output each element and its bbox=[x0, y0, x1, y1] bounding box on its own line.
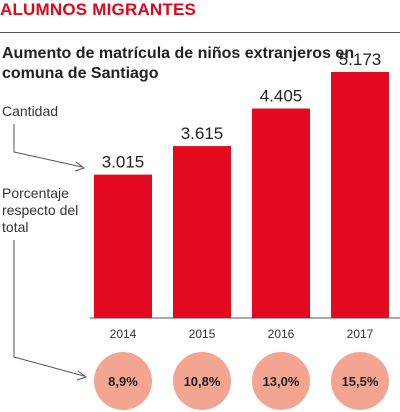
divider bbox=[0, 32, 400, 33]
label-porcentaje: Porcentaje respecto del total bbox=[2, 185, 79, 235]
data-label-2015: 3.615 bbox=[181, 124, 224, 143]
data-label-2016: 4.405 bbox=[260, 87, 303, 106]
percent-circle-2014 bbox=[94, 352, 152, 410]
percent-label-2014: 8,9% bbox=[108, 374, 138, 389]
chart-title: Aumento de matrícula de niños extranjero… bbox=[2, 45, 355, 82]
percent-label-2017: 15,5% bbox=[342, 374, 379, 389]
porcentaje-arrow-icon bbox=[76, 370, 88, 381]
bar-2015 bbox=[173, 146, 231, 318]
cantidad-arrow-icon bbox=[74, 161, 86, 172]
bar-2014 bbox=[94, 174, 152, 318]
tick-label-2014: 2014 bbox=[110, 327, 137, 341]
label-cantidad: Cantidad bbox=[2, 103, 59, 119]
percent-label-2015: 10,8% bbox=[184, 374, 221, 389]
tick-label-2017: 2017 bbox=[347, 327, 374, 341]
section-kicker: ALUMNOS MIGRANTES bbox=[0, 0, 197, 19]
tick-label-2015: 2015 bbox=[189, 327, 216, 341]
data-label-2017: 5.173 bbox=[339, 50, 382, 69]
percent-circle-2015 bbox=[173, 352, 231, 410]
percent-circle-2017 bbox=[331, 352, 389, 410]
porcentaje-connector bbox=[13, 240, 85, 377]
tick-label-2016: 2016 bbox=[268, 327, 295, 341]
percent-label-2016: 13,0% bbox=[263, 374, 300, 389]
percent-circle-2016 bbox=[252, 352, 310, 410]
bar-2017 bbox=[331, 72, 389, 318]
data-label-2014: 3.015 bbox=[102, 153, 145, 172]
bar-2016 bbox=[252, 108, 310, 318]
cantidad-connector bbox=[13, 124, 83, 168]
